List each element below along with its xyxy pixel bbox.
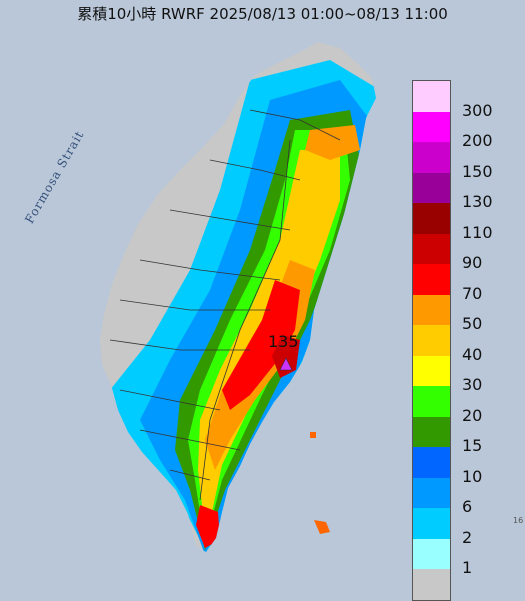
legend-swatch	[413, 264, 450, 295]
legend-swatch	[413, 233, 450, 264]
legend-swatch	[413, 172, 450, 203]
legend-label: 90	[462, 253, 483, 272]
legend-label: 6	[462, 497, 473, 516]
legend-label: 130	[462, 192, 493, 211]
legend-swatch	[413, 355, 450, 386]
legend-label: 15	[462, 436, 483, 455]
legend-swatch	[413, 447, 450, 478]
legend-label: 20	[462, 405, 483, 425]
legend-swatch	[413, 294, 450, 325]
legend-swatch	[413, 416, 450, 447]
legend-label: 70	[462, 283, 483, 303]
green-island	[310, 432, 316, 438]
map-title: 累積10小時 RWRF 2025/08/13 01:00~08/13 11:00	[77, 5, 448, 23]
legend-swatch	[413, 325, 450, 356]
legend-swatch	[413, 538, 450, 569]
legend-label: 150	[462, 161, 493, 181]
legend-swatch	[413, 142, 450, 173]
color-legend	[412, 80, 451, 601]
legend-label: 40	[462, 344, 483, 364]
peak-marker-icon	[279, 357, 293, 371]
legend-swatch	[413, 477, 450, 508]
legend-swatch	[413, 111, 450, 142]
legend-label: 2	[462, 527, 473, 547]
legend-swatch	[413, 203, 450, 234]
legend-label: 10	[462, 466, 483, 486]
legend-label: 110	[462, 222, 493, 242]
legend-swatch	[413, 508, 450, 539]
legend-label: 1	[462, 558, 473, 577]
legend-swatch	[413, 81, 450, 112]
legend-label: 30	[462, 375, 483, 394]
legend-label: 300	[462, 100, 493, 120]
legend-label: 200	[462, 131, 493, 150]
county-boundaries	[109, 109, 341, 501]
edge-text: 16	[513, 516, 524, 525]
orchid-island	[314, 520, 330, 534]
peak-value-label: 135	[268, 332, 299, 351]
legend-swatch	[413, 569, 450, 600]
legend-label: 50	[462, 314, 483, 333]
legend-swatch	[413, 386, 450, 417]
